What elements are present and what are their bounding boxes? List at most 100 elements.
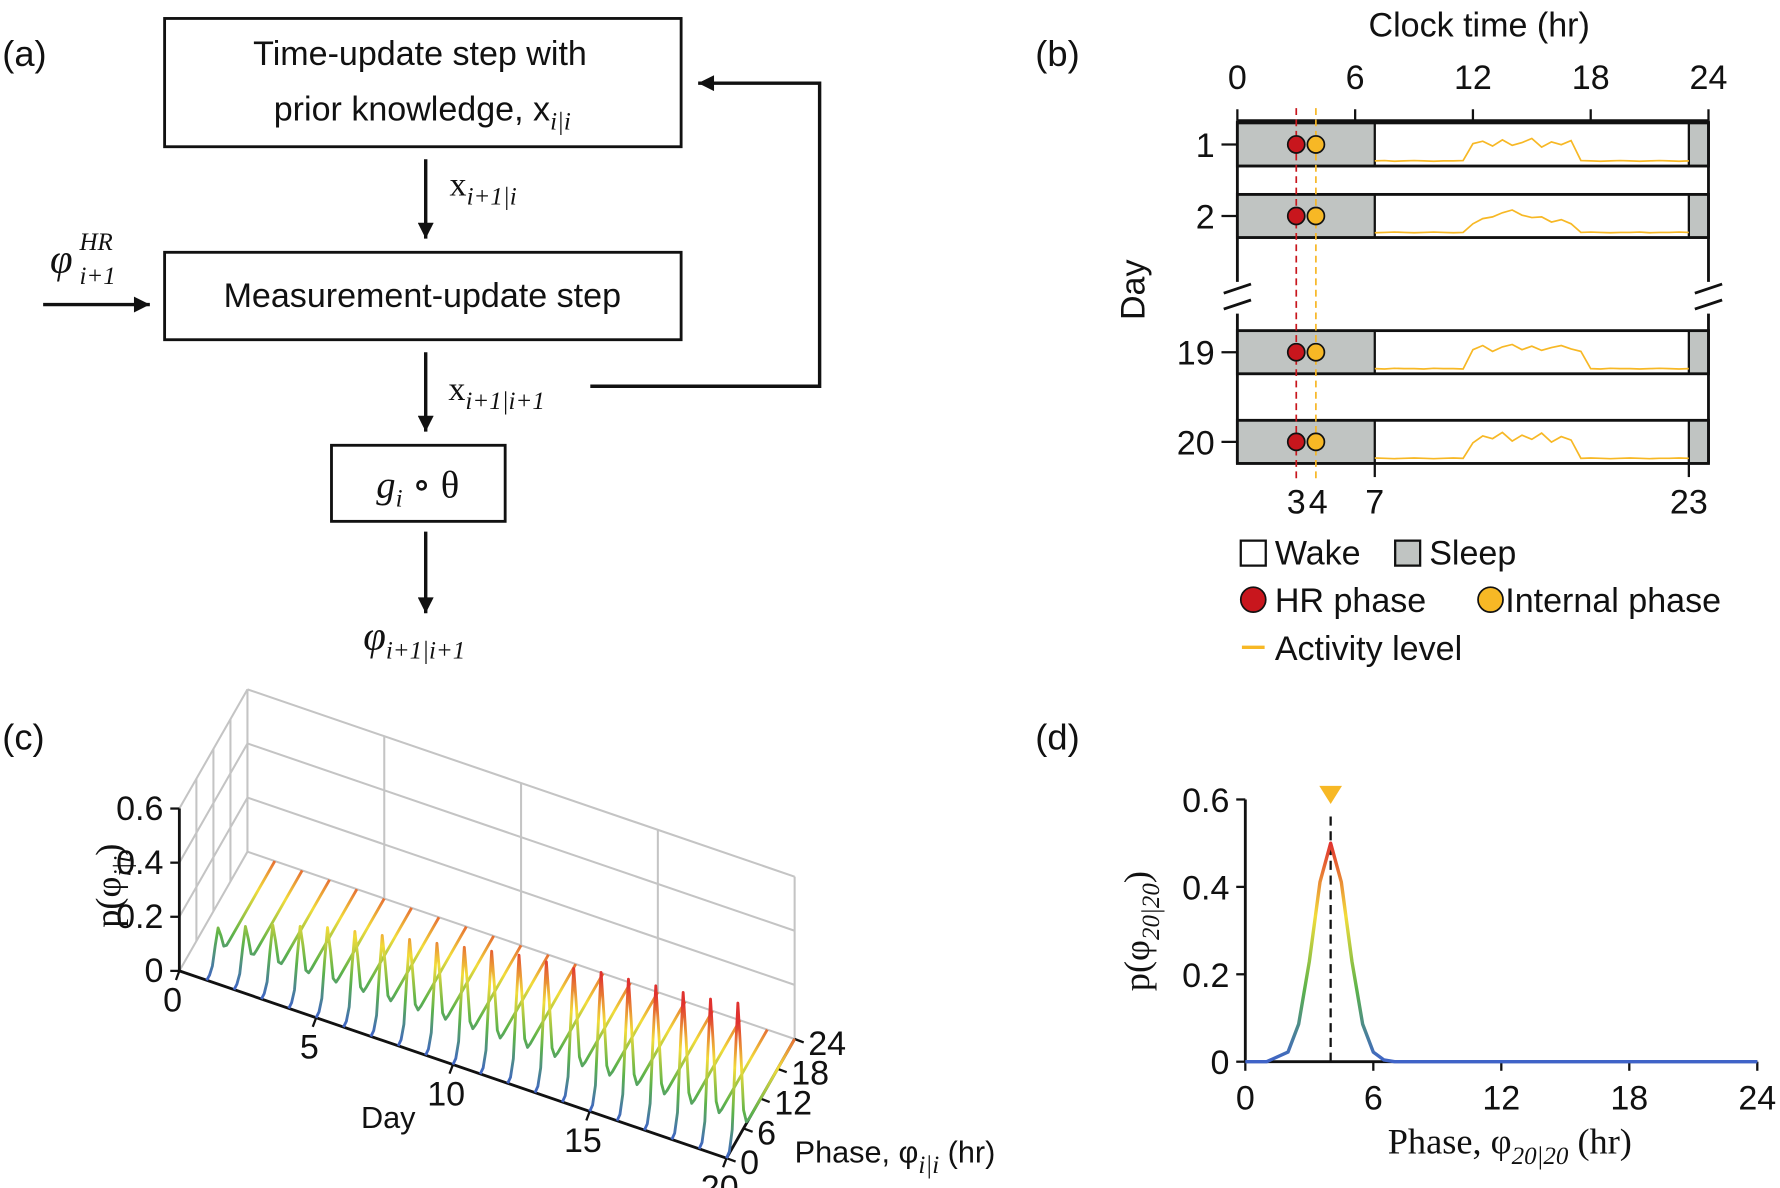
hr-phase-marker <box>1286 342 1306 362</box>
x-tick-label: 12 <box>1482 1079 1520 1117</box>
density-curve <box>588 971 660 1112</box>
density-curve <box>697 997 769 1150</box>
axis-break <box>1223 282 1252 295</box>
x-tick-label: 6 <box>1346 59 1365 97</box>
density-curve <box>643 984 714 1131</box>
axis-break <box>1223 298 1252 311</box>
label-text: (hr) <box>939 1136 995 1170</box>
subscript: i|i <box>918 1152 939 1179</box>
panel-label: (b) <box>1035 33 1079 74</box>
label-text: p(φ <box>88 877 128 928</box>
y-tick-label: 0.2 <box>1182 957 1229 995</box>
sleep-bar <box>1236 193 1376 239</box>
legend-label: Internal phase <box>1505 582 1721 620</box>
y-tick-label: 0.4 <box>1182 869 1229 907</box>
x-tick <box>174 970 181 981</box>
y-axis-label: Day <box>1114 259 1152 320</box>
x-tick-label: 6 <box>1364 1079 1383 1117</box>
feedback-arrow <box>590 75 822 388</box>
output-label: φi+1|i+1 <box>363 614 465 665</box>
node-text: Time-update step with <box>253 35 587 73</box>
subscript: i|i <box>110 856 137 877</box>
node-box <box>163 17 683 149</box>
label-text: Phase, φ <box>1388 1122 1512 1162</box>
y-tick-label: 19 <box>1177 335 1215 373</box>
legend-swatch <box>1477 586 1504 614</box>
label-text: p(φ <box>1117 940 1157 991</box>
panel-label: (d) <box>1035 717 1079 758</box>
symbol: φ <box>50 237 73 282</box>
y-tick <box>760 1097 771 1104</box>
subscript: 20|20 <box>1138 883 1165 940</box>
axis-break <box>1694 282 1723 295</box>
density-curve <box>561 967 632 1103</box>
x-tick-label: 10 <box>427 1075 465 1113</box>
legend-label: Wake <box>1275 534 1361 572</box>
legend-swatch <box>1239 586 1267 614</box>
grid-line <box>178 851 249 972</box>
axis-break <box>1694 298 1723 311</box>
label-text: (hr) <box>1568 1122 1632 1162</box>
x-tick-label: 12 <box>1454 59 1492 97</box>
hr-phase-marker <box>1286 432 1306 452</box>
grid-line <box>178 797 249 918</box>
x-tick-label: 24 <box>1690 59 1728 97</box>
symbol: x <box>450 167 467 204</box>
phase-marker <box>1319 785 1343 805</box>
sleep-bar <box>1687 193 1710 239</box>
y-axis-label: p(φ20|20) <box>1117 871 1165 991</box>
y-tick-label: 1 <box>1196 127 1215 165</box>
x-tick-label: 0 <box>163 982 182 1020</box>
legend-label: Sleep <box>1429 534 1516 572</box>
legend-swatch <box>1394 539 1422 567</box>
activity-line <box>1374 343 1689 370</box>
grid-line <box>178 742 249 864</box>
internal-phase-label: 4 <box>1309 483 1328 521</box>
internal-phase-marker <box>1306 135 1326 154</box>
superscript: HR <box>78 229 112 256</box>
sleep-bar <box>1236 121 1376 168</box>
sleep-end-label: 7 <box>1365 483 1384 521</box>
internal-phase-marker <box>1306 432 1326 452</box>
node-line: Time-update step with <box>253 35 587 73</box>
label-text: ) <box>88 844 128 856</box>
input-label: φ HR i+1 <box>50 229 116 290</box>
subscript: i|i <box>550 109 571 136</box>
density-curve <box>232 869 304 991</box>
x-tick-label: 18 <box>1572 59 1610 97</box>
x-tick-label: 24 <box>1738 1079 1776 1117</box>
grid-line <box>178 688 249 810</box>
y-tick <box>777 1067 788 1074</box>
y-tick-label: 0 <box>740 1144 759 1182</box>
legend-label: Activity level <box>1275 630 1462 668</box>
y-tick <box>743 1127 754 1133</box>
y-tick-label: 24 <box>808 1025 846 1063</box>
z-tick-label: 0 <box>145 952 164 990</box>
y-tick-label: 18 <box>791 1055 829 1093</box>
legend-label: HR phase <box>1275 582 1426 620</box>
density-curve <box>670 991 742 1141</box>
hr-phase-marker <box>1286 206 1306 226</box>
x-tick <box>311 1017 318 1028</box>
activity-line <box>1374 431 1689 460</box>
z-tick-label: 0.4 <box>116 844 163 882</box>
y-axis-label: Phase, φi|i (hr) <box>795 1136 996 1179</box>
symbol: x <box>448 371 465 408</box>
density-curve <box>725 1001 796 1159</box>
panel-a: (a) Time-update step with prior knowledg… <box>2 17 822 665</box>
node-line: prior knowledge, x <box>274 91 550 129</box>
label-text: ) <box>1117 871 1157 883</box>
subscript: 20|20 <box>1512 1143 1569 1170</box>
x-axis-label: Phase, φ20|20 (hr) <box>1388 1122 1632 1170</box>
grid-line <box>247 742 795 932</box>
density-curve <box>615 977 687 1122</box>
sleep-bar <box>1236 329 1376 375</box>
y-tick-label: 0.6 <box>1182 782 1229 820</box>
internal-phase-marker <box>1306 342 1326 362</box>
activity-line <box>1374 209 1689 234</box>
x-tick <box>722 1157 728 1168</box>
node-box <box>330 443 507 523</box>
edge-label: xi+1|i <box>450 167 517 211</box>
hr-phase-label: 3 <box>1287 483 1306 521</box>
function: g <box>376 465 395 507</box>
